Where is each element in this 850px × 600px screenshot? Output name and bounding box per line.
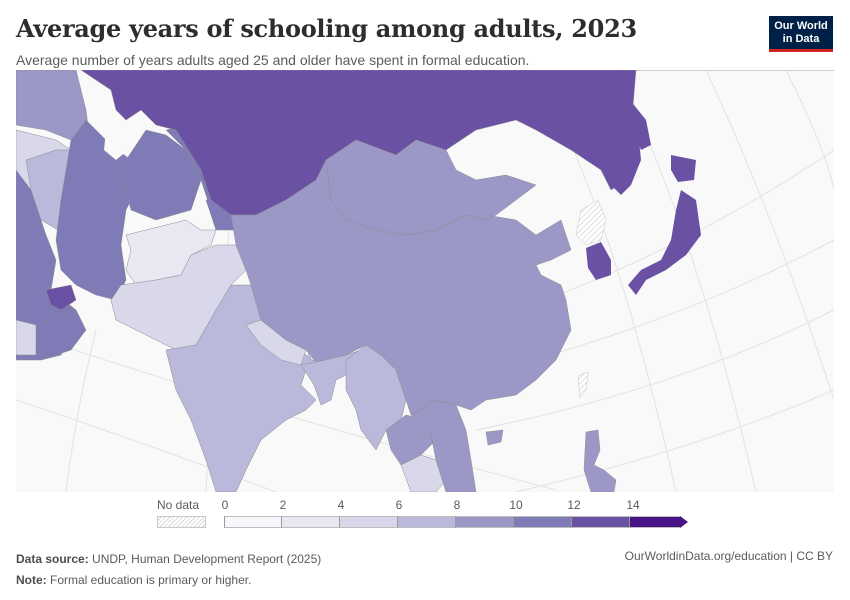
legend-bin-12-14[interactable] [572, 516, 630, 528]
no-data-swatch[interactable] [157, 516, 206, 528]
legend-bin-2-4[interactable] [282, 516, 340, 528]
legend-bin-10-12[interactable] [514, 516, 572, 528]
map-legend: No data 0 2 4 6 8 10 12 14 [0, 496, 850, 536]
legend-color-scale [224, 516, 688, 528]
logo-line-2: in Data [782, 33, 820, 45]
note-label: Note: [16, 573, 47, 587]
legend-tick: 2 [279, 498, 287, 512]
legend-tick: 14 [626, 498, 640, 512]
legend-tick: 12 [567, 498, 581, 512]
legend-tick: 8 [453, 498, 461, 512]
legend-bin-6-8[interactable] [398, 516, 456, 528]
legend-bin-0-2[interactable] [224, 516, 282, 528]
legend-tick: 4 [337, 498, 345, 512]
legend-arrow-icon [680, 516, 688, 528]
legend-tick: 10 [509, 498, 523, 512]
no-data-label: No data [157, 498, 200, 512]
source-label: Data source: [16, 552, 89, 566]
footer-sources: Data source: UNDP, Human Development Rep… [16, 549, 321, 591]
source-text[interactable]: UNDP, Human Development Report (2025) [92, 552, 322, 566]
credit-link[interactable]: OurWorldinData.org/education | CC BY [624, 549, 833, 563]
legend-bin-4-6[interactable] [340, 516, 398, 528]
legend-tick: 6 [395, 498, 403, 512]
choropleth-map[interactable] [16, 70, 834, 492]
note-text: Formal education is primary or higher. [50, 573, 252, 587]
legend-bin-8-10[interactable] [456, 516, 514, 528]
legend-bin-14-plus[interactable] [630, 516, 680, 528]
map-canvas [16, 70, 834, 492]
chart-title: Average years of schooling among adults,… [16, 14, 637, 43]
owid-logo[interactable]: Our World in Data [769, 16, 833, 52]
logo-line-1: Our World [774, 20, 828, 32]
legend-tick: 0 [221, 498, 229, 512]
chart-subtitle: Average number of years adults aged 25 a… [16, 52, 530, 68]
